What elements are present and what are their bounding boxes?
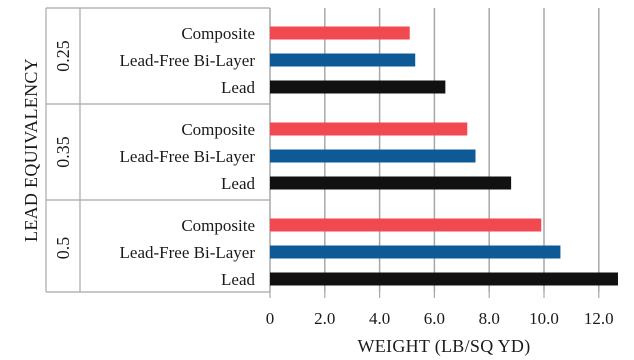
bar <box>270 176 512 190</box>
bar <box>270 53 416 67</box>
category-label: Lead <box>221 174 255 193</box>
bar <box>270 122 468 136</box>
category-label: Lead-Free Bi-Layer <box>120 243 256 262</box>
x-tick-labels: 0 2.0 4.0 6.0 8.0 10.0 12.0 <box>266 309 614 328</box>
category-label: Lead <box>221 78 255 97</box>
x-tick-label: 2.0 <box>314 309 335 328</box>
x-tick-label: 6.0 <box>424 309 445 328</box>
x-tick-label: 10.0 <box>529 309 559 328</box>
x-tick-label: 4.0 <box>369 309 390 328</box>
bar <box>270 272 618 286</box>
category-label: Composite <box>181 216 255 235</box>
bar <box>270 80 446 94</box>
group-label: 0.25 <box>53 40 73 72</box>
category-label: Lead-Free Bi-Layer <box>120 147 256 166</box>
category-label: Composite <box>181 24 255 43</box>
x-tick-label: 12.0 <box>584 309 614 328</box>
group-label: 0.35 <box>53 136 73 168</box>
group-label: 0.5 <box>53 237 73 260</box>
x-tick-label: 0 <box>266 309 275 328</box>
bar <box>270 26 410 40</box>
y-axis-title: LEAD EQUIVALENCY <box>21 58 41 242</box>
category-label: Lead <box>221 270 255 289</box>
bar <box>270 149 476 163</box>
bar <box>270 245 561 259</box>
group-labels: 0.25 0.35 0.5 <box>53 40 73 259</box>
category-label: Lead-Free Bi-Layer <box>120 51 256 70</box>
bar-series <box>270 26 618 286</box>
category-labels: Composite Lead-Free Bi-Layer Lead Composite… <box>120 24 256 289</box>
category-label: Composite <box>181 120 255 139</box>
bar <box>270 218 542 232</box>
x-tick-label: 8.0 <box>479 309 500 328</box>
x-axis-title: WEIGHT (LB/SQ YD) <box>357 336 530 357</box>
